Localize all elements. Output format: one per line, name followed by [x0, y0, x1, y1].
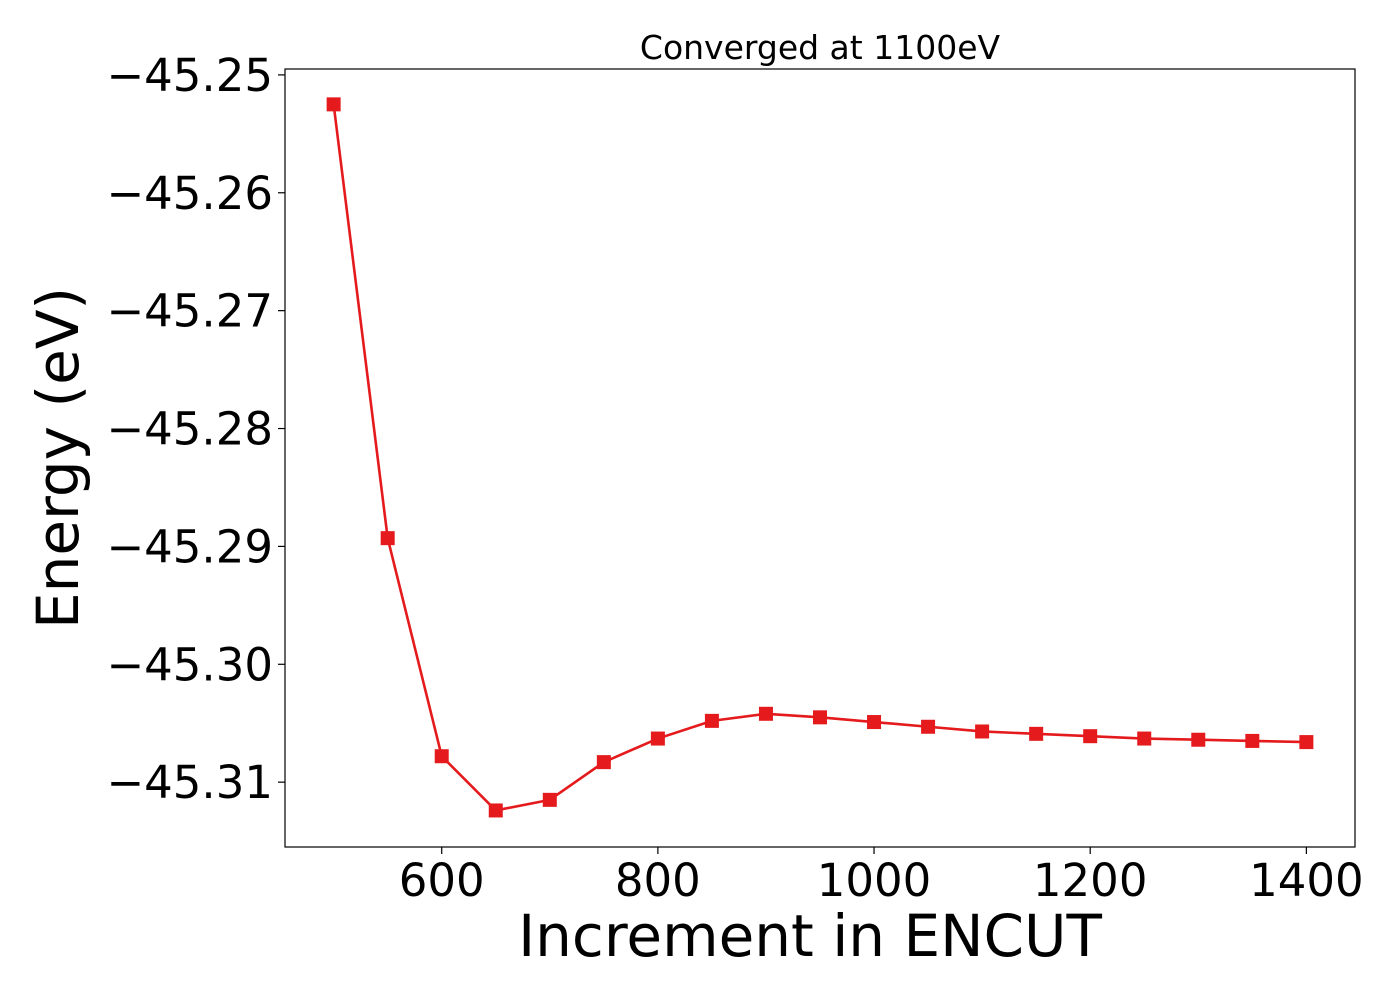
y-tick-label: −45.28 — [106, 403, 273, 456]
data-point — [596, 755, 611, 770]
x-tick-label: 600 — [399, 854, 485, 907]
y-tick-label: −45.27 — [106, 285, 273, 338]
y-tick-label: −45.26 — [106, 167, 273, 220]
data-point — [1191, 732, 1206, 747]
y-tick-label: −45.25 — [106, 49, 273, 102]
data-point — [542, 792, 557, 807]
y-axis-label: Energy (eV) — [24, 287, 92, 629]
series-energy — [326, 97, 1314, 818]
data-point — [488, 803, 503, 818]
data-point — [975, 724, 990, 739]
data-point — [380, 531, 395, 546]
plot-area — [284, 68, 1356, 848]
data-point — [1083, 729, 1098, 744]
data-point — [1245, 733, 1260, 748]
x-tick-label: 1400 — [1249, 854, 1364, 907]
y-tick-label: −45.30 — [106, 638, 273, 691]
x-axis: 600 800 1000 1200 1400 — [399, 847, 1364, 907]
data-point — [1299, 735, 1314, 750]
y-tick-label: −45.31 — [106, 756, 273, 809]
data-point — [867, 715, 882, 730]
data-point — [758, 706, 773, 721]
chart-title: Converged at 1100eV — [640, 28, 1001, 67]
data-point — [813, 710, 827, 725]
data-point — [1029, 726, 1044, 741]
y-tick-label: −45.29 — [106, 520, 273, 573]
x-tick-label: 1200 — [1033, 854, 1148, 907]
data-point — [650, 731, 665, 746]
data-point — [434, 749, 449, 764]
x-tick-label: 800 — [615, 854, 701, 907]
data-point — [1137, 731, 1152, 746]
data-point — [921, 719, 936, 734]
x-tick-label: 1000 — [817, 854, 932, 907]
data-point — [326, 97, 341, 112]
y-axis: −45.25 −45.26 −45.27 −45.28 −45.29 −45.30 −45.… — [106, 49, 285, 809]
x-axis-label: Increment in ENCUT — [518, 902, 1102, 970]
data-point — [704, 713, 719, 728]
series-line — [332, 104, 1307, 812]
